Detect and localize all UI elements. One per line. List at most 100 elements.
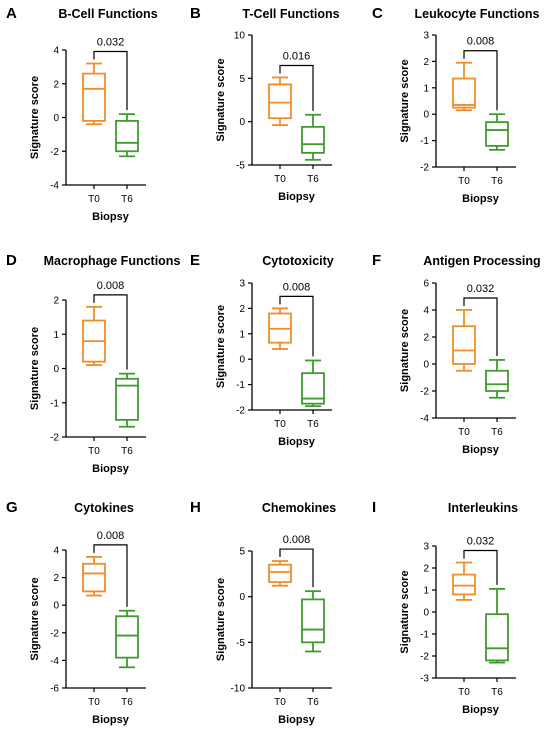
iqr-box bbox=[301, 125, 325, 154]
y-tick-label: -4 bbox=[50, 656, 59, 667]
x-tick-label: T6 bbox=[307, 174, 319, 185]
y-tick-label: 6 bbox=[423, 279, 429, 290]
x-axis-label: Biopsy bbox=[462, 444, 500, 456]
p-value-label: 0.008 bbox=[283, 281, 311, 293]
y-tick-label: 0 bbox=[53, 601, 59, 612]
x-axis-label: Biopsy bbox=[92, 463, 130, 475]
y-tick-label: -1 bbox=[50, 398, 59, 409]
y-tick-label: 3 bbox=[239, 279, 245, 290]
y-tick-label: 5 bbox=[239, 74, 245, 85]
x-axis-label: Biopsy bbox=[462, 704, 500, 716]
x-tick-label: T0 bbox=[88, 194, 100, 205]
box-t0 bbox=[452, 561, 476, 601]
significance-bracket bbox=[463, 549, 498, 585]
y-tick-label: 0 bbox=[53, 113, 59, 124]
iqr-box bbox=[268, 563, 292, 583]
y-tick-label: -3 bbox=[420, 674, 429, 685]
box-t0 bbox=[268, 76, 292, 127]
panel-letter: H bbox=[190, 499, 201, 516]
y-tick-label: -2 bbox=[420, 387, 429, 398]
panel-title: Antigen Processing bbox=[423, 254, 540, 268]
box-t6 bbox=[485, 588, 509, 664]
y-tick-label: 0 bbox=[423, 110, 429, 121]
panel-title: Cytotoxicity bbox=[262, 254, 334, 268]
x-tick-label: T0 bbox=[274, 419, 286, 430]
y-tick-label: 2 bbox=[423, 57, 429, 68]
x-tick-label: T6 bbox=[121, 194, 133, 205]
box-t0 bbox=[82, 305, 106, 366]
y-tick-label: 0 bbox=[423, 360, 429, 371]
y-tick-label: -2 bbox=[420, 652, 429, 663]
panel-letter: B bbox=[190, 5, 201, 22]
y-tick-label: 10 bbox=[234, 31, 246, 42]
x-tick-label: T0 bbox=[274, 697, 286, 708]
y-axis-label: Signature score bbox=[29, 577, 41, 660]
iqr-box bbox=[452, 77, 476, 109]
y-tick-label: -1 bbox=[420, 136, 429, 147]
y-axis-label: Signature score bbox=[29, 76, 41, 159]
panel-title: Interleukins bbox=[448, 501, 518, 515]
iqr-box bbox=[452, 325, 476, 365]
iqr-box bbox=[115, 377, 139, 421]
y-tick-label: 2 bbox=[53, 296, 59, 307]
x-tick-label: T0 bbox=[458, 427, 470, 438]
iqr-box bbox=[268, 83, 292, 120]
y-tick-label: 0 bbox=[239, 592, 245, 603]
panel-letter: F bbox=[372, 252, 381, 269]
y-tick-label: 3 bbox=[423, 31, 429, 42]
y-axis-label: Signature score bbox=[215, 58, 227, 141]
box-t6 bbox=[485, 113, 509, 151]
box-t0 bbox=[268, 307, 292, 350]
x-axis-label: Biopsy bbox=[278, 714, 316, 726]
y-tick-label: 2 bbox=[53, 79, 59, 90]
y-axis-label: Signature score bbox=[215, 578, 227, 661]
significance-bracket bbox=[279, 548, 314, 588]
y-tick-label: 3 bbox=[423, 542, 429, 553]
panel-b: B T-Cell Functions -5 0 5 10 Signature score T0… bbox=[190, 5, 340, 203]
y-tick-label: 2 bbox=[423, 564, 429, 575]
significance-bracket bbox=[93, 294, 128, 370]
y-tick-label: -4 bbox=[420, 414, 429, 425]
p-value-label: 0.016 bbox=[283, 50, 311, 62]
p-value-label: 0.008 bbox=[467, 36, 495, 48]
iqr-box bbox=[115, 615, 139, 659]
significance-bracket bbox=[463, 50, 498, 111]
y-tick-label: 0 bbox=[239, 355, 245, 366]
iqr-box bbox=[82, 562, 106, 593]
iqr-box bbox=[485, 369, 509, 392]
box-t0 bbox=[268, 560, 292, 587]
y-tick-label: 1 bbox=[239, 329, 245, 340]
y-tick-label: 0 bbox=[239, 117, 245, 128]
x-tick-label: T0 bbox=[458, 687, 470, 698]
panel-title: Leukocyte Functions bbox=[414, 7, 539, 21]
y-tick-label: 2 bbox=[53, 573, 59, 584]
panel-title: Chemokines bbox=[262, 501, 336, 515]
p-value-label: 0.008 bbox=[283, 534, 311, 546]
iqr-box bbox=[485, 121, 509, 147]
x-tick-label: T6 bbox=[491, 687, 503, 698]
box-t6 bbox=[115, 372, 139, 428]
y-tick-label: -2 bbox=[420, 163, 429, 174]
box-t0 bbox=[82, 62, 106, 126]
x-tick-label: T6 bbox=[121, 446, 133, 457]
x-tick-label: T0 bbox=[88, 697, 100, 708]
panel-title: T-Cell Functions bbox=[242, 7, 339, 21]
x-tick-label: T0 bbox=[88, 446, 100, 457]
iqr-box bbox=[485, 613, 509, 662]
box-t6 bbox=[301, 590, 325, 653]
p-value-label: 0.008 bbox=[97, 280, 125, 292]
panel-title: Macrophage Functions bbox=[44, 254, 181, 268]
panel-i: I Interleukins -3 -2 -1 0 1 2 3 Signature score T0… bbox=[372, 499, 518, 716]
y-tick-label: -2 bbox=[50, 628, 59, 639]
panel-f: F Antigen Processing -4 -2 0 2 4 6 Signature sco… bbox=[372, 252, 541, 456]
panel-letter: A bbox=[6, 5, 17, 22]
x-tick-label: T6 bbox=[307, 697, 319, 708]
panel-e: E Cytotoxicity -2 -1 0 1 2 3 Signature score T0 T6… bbox=[190, 252, 334, 448]
x-tick-label: T0 bbox=[458, 176, 470, 187]
panel-letter: G bbox=[6, 499, 18, 516]
y-tick-label: -1 bbox=[420, 630, 429, 641]
y-tick-label: -2 bbox=[50, 433, 59, 444]
y-tick-label: 5 bbox=[239, 547, 245, 558]
panel-title: Cytokines bbox=[74, 501, 134, 515]
